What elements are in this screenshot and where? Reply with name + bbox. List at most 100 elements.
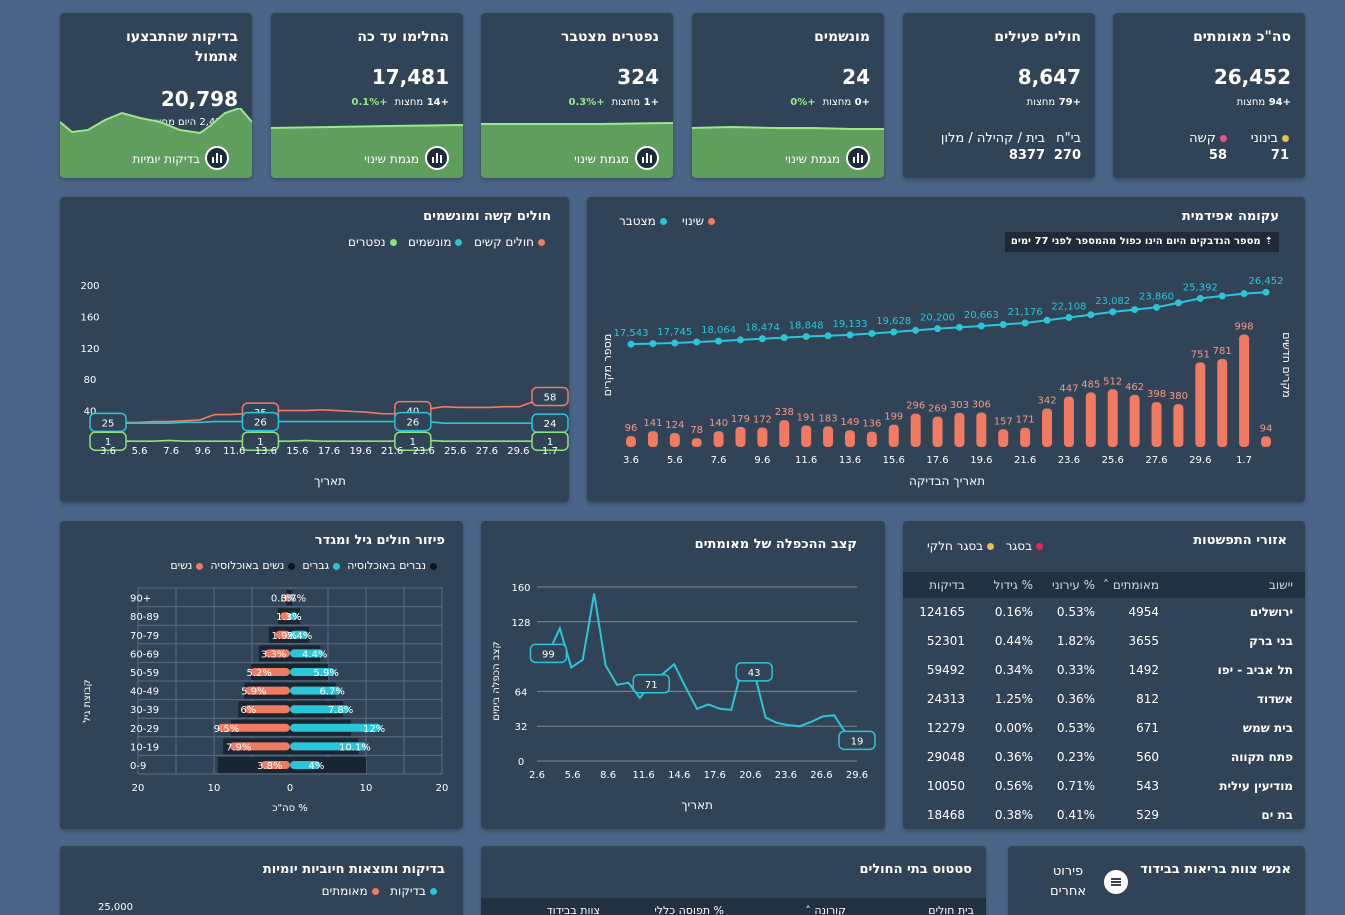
epi-bar — [976, 412, 987, 447]
trend-button[interactable]: מגמת שינוי — [574, 152, 629, 166]
severe-xtick: 19.6 — [349, 446, 371, 457]
epi-line-point — [868, 329, 876, 337]
epi-line-point — [649, 340, 657, 348]
table-row[interactable]: בני ברק 3655 1.82% 0.44% 52301 — [903, 627, 1305, 656]
epidemic-legend: שינוי מצטבר — [619, 214, 715, 228]
legend-partial[interactable]: בסגר חלקי — [927, 539, 995, 553]
epi-line-point — [1021, 319, 1029, 327]
age-men-label: 5.9% — [313, 668, 338, 679]
age-women-bar — [275, 630, 290, 639]
col-hospital[interactable]: בית חולים — [928, 904, 974, 915]
staff-title: אנשי צוות בריאות בבידוד — [1140, 862, 1291, 877]
trend-button[interactable]: מגמת שינוי — [364, 152, 419, 166]
city-name: תל אביב - יפו — [1217, 663, 1293, 677]
legend-tests[interactable]: בדיקות — [390, 884, 437, 898]
epi-line-point — [1065, 314, 1073, 322]
city-name: מודיעין עילית — [1219, 779, 1293, 793]
age-men-label: 4.4% — [302, 649, 327, 660]
doubling-ylabel: קצב הכפלה בימים — [491, 641, 502, 720]
table-row[interactable]: בת ים 529 0.41% 0.38% 18468 — [903, 801, 1305, 829]
col-city-pct[interactable]: % עירוני — [1052, 578, 1095, 592]
severe-xtick: 27.6 — [476, 446, 498, 457]
table-cell: 0.44% — [994, 634, 1033, 648]
table-row[interactable]: תל אביב - יפו 1492 0.33% 0.34% 59492 — [903, 656, 1305, 685]
severe-legend: חולים קשים מונשמים נפטרים — [348, 235, 545, 249]
legend-deaths[interactable]: נפטרים — [348, 235, 397, 249]
legend-cumulative[interactable]: מצטבר — [619, 214, 667, 228]
col-city[interactable]: יישוב — [1268, 578, 1293, 592]
epi-bar-label: 179 — [731, 414, 750, 425]
doubling-callout-label: 99 — [542, 649, 555, 660]
kpi-title: בדיקות שהתבצעו אתמול — [125, 29, 238, 65]
epi-bar-label: 94 — [1260, 423, 1273, 434]
severe-callout — [531, 386, 569, 407]
table-cell: 0.38% — [994, 808, 1033, 822]
legend-change[interactable]: שינוי — [682, 214, 715, 228]
doubling-ytick: 32 — [515, 722, 528, 733]
table-cell: 0.36% — [994, 750, 1033, 764]
trend-chart-icon[interactable] — [635, 146, 659, 170]
epi-bar — [647, 431, 658, 447]
regions-legend: בסגר בסגר חלקי — [927, 539, 1044, 553]
legend-confirmed[interactable]: מאומתים — [322, 884, 379, 898]
age-xtick: 0 — [287, 783, 293, 794]
city-name: פתח תקווה — [1230, 750, 1293, 764]
epi-line-point — [1153, 303, 1161, 311]
severe-callout — [241, 411, 280, 432]
col-staff[interactable]: צוות בבידוד — [546, 904, 600, 915]
epi-line-point — [1174, 299, 1182, 307]
daily-tests-button[interactable]: בדיקות יומיות — [132, 152, 200, 166]
legend-men-pop[interactable]: נברים באוכלוסיה — [347, 559, 437, 572]
table-row[interactable]: אשדוד 812 0.36% 1.25% 24313 — [903, 685, 1305, 714]
col-corona[interactable]: קורונה ˄ — [805, 904, 846, 915]
epi-bar — [1173, 404, 1184, 447]
epi-xtick: 25.6 — [1102, 455, 1124, 466]
age-men-bar — [290, 593, 293, 602]
col-confirmed[interactable]: מאומתים ˄ — [1103, 578, 1159, 592]
daily-tests-chart-icon[interactable] — [205, 146, 229, 170]
trend-button[interactable]: מגמת שינוי — [785, 152, 840, 166]
col-tests[interactable]: בדיקות — [929, 578, 965, 592]
epi-xtick: 11.6 — [795, 455, 817, 466]
epi-ylabel-right: מקרים חדשים — [1280, 332, 1293, 397]
trend-chart-icon[interactable] — [846, 146, 870, 170]
epi-xtick: 17.6 — [926, 455, 948, 466]
table-row[interactable]: בית שמש 671 0.53% 0.00% 12279 — [903, 714, 1305, 743]
age-women-label: 1.3% — [276, 612, 301, 623]
table-row[interactable]: מודיעין עילית 543 0.71% 0.56% 10050 — [903, 772, 1305, 801]
epi-bar-label: 398 — [1147, 389, 1166, 400]
age-women-bar — [284, 593, 290, 602]
table-row[interactable]: פתח תקווה 560 0.23% 0.36% 29048 — [903, 743, 1305, 772]
legend-women[interactable]: נשים — [170, 559, 204, 572]
legend-locked[interactable]: בסגר — [1006, 539, 1044, 553]
doubling-xtick: 11.6 — [633, 770, 655, 781]
severe-callout-label: 1 — [547, 437, 553, 448]
legend-men[interactable]: גברים — [302, 559, 341, 572]
epi-line-label: 23,082 — [1095, 296, 1130, 307]
age-women-label: 5.9% — [241, 687, 266, 698]
col-growth[interactable]: % גידול — [993, 578, 1034, 592]
table-cell: 0.16% — [994, 605, 1033, 619]
legend-ventilated[interactable]: מונשמים — [408, 235, 463, 249]
menu-icon[interactable] — [1104, 870, 1128, 894]
trend-chart-icon[interactable] — [425, 146, 449, 170]
epi-bar — [1042, 408, 1053, 447]
kpi-sub-hospital: בי"ח 270 — [1053, 131, 1081, 163]
table-row[interactable]: ירושלים 4954 0.53% 0.16% 124165 — [903, 598, 1305, 627]
epi-xtick: 29.6 — [1189, 455, 1211, 466]
legend-women-pop[interactable]: נשים באוכלוסיה — [210, 559, 296, 572]
epi-line-point — [1087, 311, 1095, 319]
epi-bar-label: 380 — [1169, 391, 1188, 402]
daily-tests-card: בדיקות ותוצאות חיוביות יומיות בדיקות מאו… — [60, 846, 463, 915]
age-women-bar — [229, 742, 290, 751]
staff-detail-button[interactable]: פירוט אחרים — [1049, 864, 1087, 899]
epi-bar-label: 141 — [643, 418, 662, 429]
epi-line-label: 20,200 — [920, 313, 955, 324]
table-cell: 0.53% — [1056, 605, 1095, 619]
city-name: ירושלים — [1249, 605, 1293, 619]
doubling-chart: קצב הכפלה בימים תאריך 160 128 64 32 0 99 71 43 1… — [491, 583, 876, 812]
severe-callout-label: 1 — [257, 437, 263, 448]
legend-severe[interactable]: חולים קשים — [474, 235, 545, 249]
epi-line-point — [693, 338, 701, 346]
col-occupancy[interactable]: % תפוסה כללי — [654, 904, 724, 915]
